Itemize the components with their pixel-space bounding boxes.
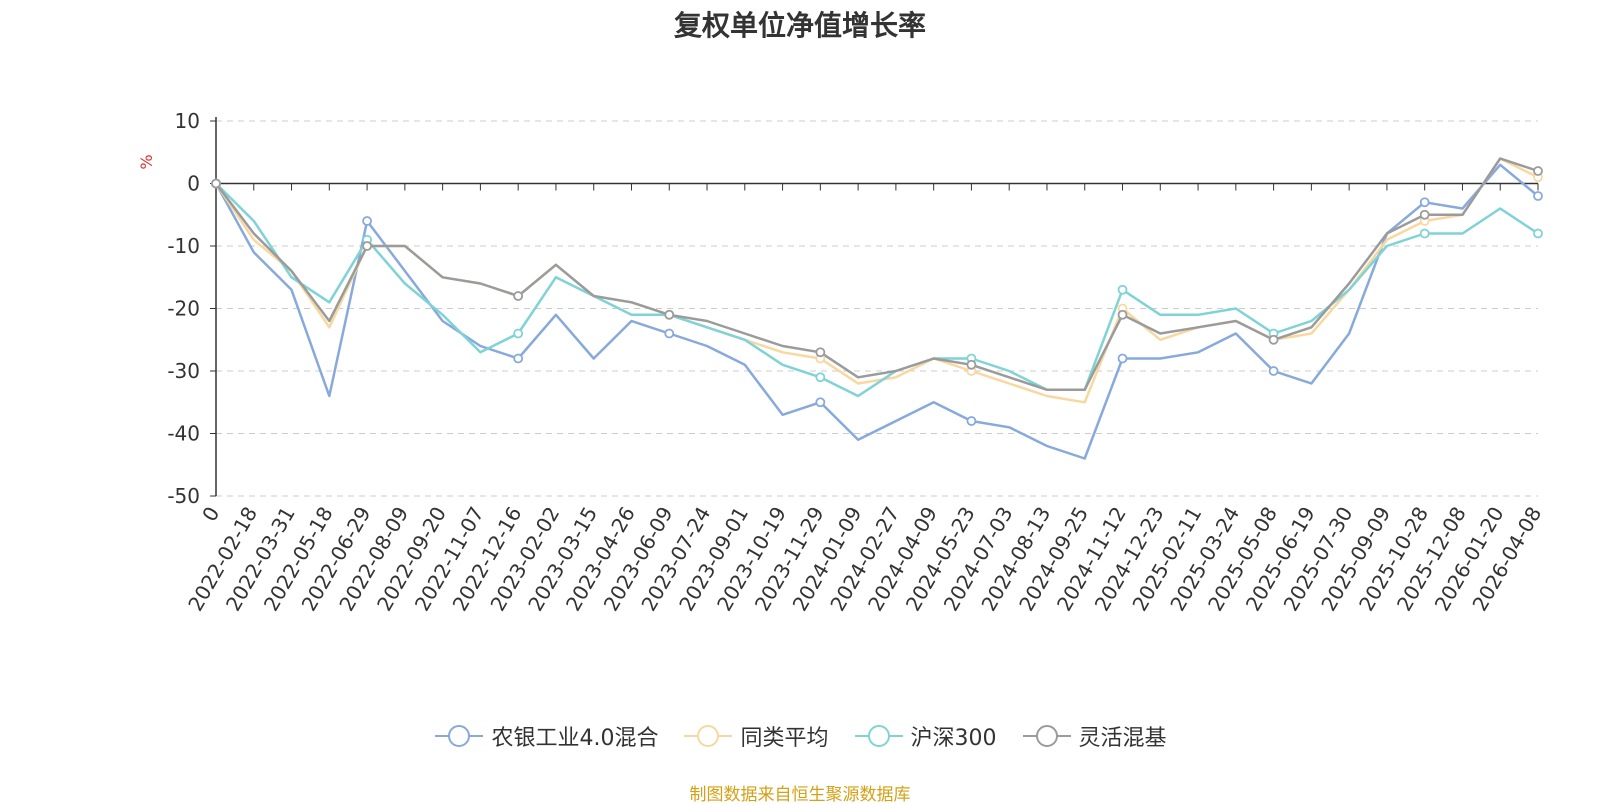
series-line-1 <box>214 157 1539 404</box>
data-point <box>664 328 675 339</box>
y-tick-label: 10 <box>175 109 200 133</box>
data-point <box>1268 366 1279 376</box>
y-tick-label: 0 <box>187 172 200 196</box>
data-point <box>1117 353 1128 364</box>
data-point <box>1533 191 1543 201</box>
legend-swatch-icon <box>684 725 733 747</box>
y-tick-label: -30 <box>167 359 200 383</box>
legend-label: 灵活混基 <box>1078 726 1167 751</box>
legend-item-0[interactable]: 农银工业4.0混合 <box>433 720 658 752</box>
legend: 农银工业4.0混合 同类平均 沪深300 灵活混基 <box>0 720 1600 752</box>
legend-swatch-icon <box>1022 725 1071 747</box>
data-point <box>815 347 826 358</box>
data-point <box>1268 334 1279 345</box>
legend-swatch-icon <box>854 725 903 747</box>
data-point <box>1419 197 1430 208</box>
y-axis-label: % <box>137 154 156 169</box>
data-point <box>513 353 524 364</box>
chart-title: 复权单位净值增长率 <box>673 9 926 42</box>
legend-label: 农银工业4.0混合 <box>491 726 659 751</box>
data-point <box>966 359 977 370</box>
data-point <box>815 372 826 383</box>
data-point <box>1533 228 1543 239</box>
data-point <box>1117 309 1128 320</box>
data-point <box>664 309 675 320</box>
data-point <box>1419 209 1430 220</box>
data-point <box>1117 284 1128 295</box>
legend-label: 沪深300 <box>910 726 997 751</box>
legend-item-2[interactable]: 沪深300 <box>853 720 997 752</box>
data-point <box>513 291 524 301</box>
y-tick-label: -10 <box>167 234 200 258</box>
y-tick-label: -50 <box>167 484 200 508</box>
data-point <box>966 416 977 426</box>
series-line-3 <box>215 157 1539 392</box>
series-line-0 <box>214 163 1539 460</box>
data-point <box>815 397 826 408</box>
y-tick-label: -40 <box>167 422 200 446</box>
legend-label: 同类平均 <box>740 726 829 751</box>
source-note: 制图数据来自恒生聚源数据库 <box>689 785 911 805</box>
data-point <box>513 328 524 339</box>
data-point <box>362 216 372 226</box>
legend-item-1[interactable]: 同类平均 <box>682 720 829 752</box>
data-point <box>362 241 372 251</box>
x-tick-label: 0 <box>197 503 224 526</box>
data-point <box>1533 166 1543 176</box>
legend-swatch-icon <box>435 725 484 747</box>
y-tick-label: -20 <box>167 297 200 321</box>
legend-item-3[interactable]: 灵活混基 <box>1021 720 1167 752</box>
series-line-2 <box>215 182 1539 398</box>
data-point <box>1419 228 1430 239</box>
data-point <box>211 178 221 189</box>
